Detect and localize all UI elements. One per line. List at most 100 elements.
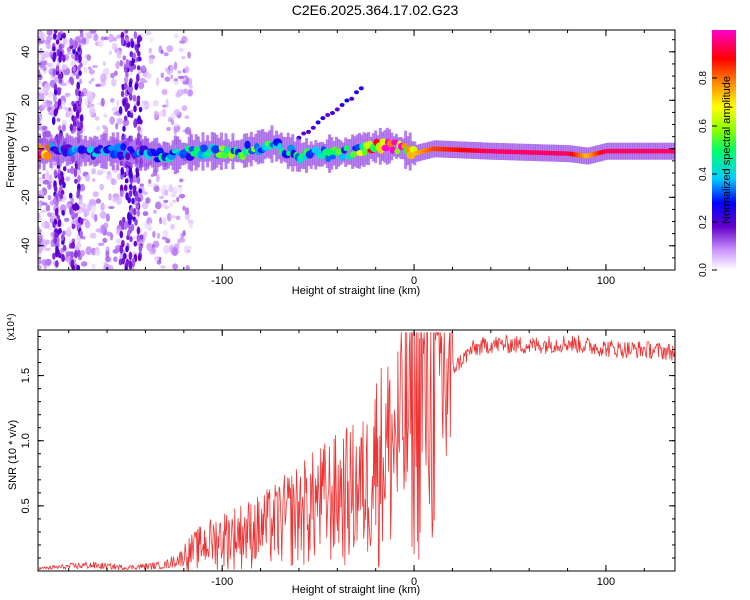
- spectrogram-streak-cell: [125, 192, 129, 201]
- spectrogram-streak-cell: [77, 249, 81, 258]
- spectrogram-streak-cell: [62, 32, 66, 39]
- spectrogram-noise-cell: [114, 70, 118, 76]
- spectrogram-noise-cell: [49, 178, 54, 183]
- spectrogram-streak-cell: [55, 65, 60, 72]
- spectrogram-streak-cell: [60, 234, 65, 241]
- spectrogram-noise-cell: [38, 116, 41, 124]
- spectrogram-noise-cell: [184, 115, 190, 120]
- spectrogram-noise-cell: [38, 73, 43, 81]
- spectrogram-noise-cell: [109, 98, 115, 103]
- spectrogram-streak-cell: [70, 242, 75, 249]
- colorbar-tick-label: 0.8: [698, 71, 709, 85]
- spectrogram-streak-cell: [136, 176, 141, 185]
- spectrogram-noise-cell: [38, 36, 41, 44]
- spectrogram-streak-cell: [54, 101, 58, 109]
- spectrogram-noise-cell: [50, 61, 55, 70]
- spectrogram-noise-cell: [122, 119, 130, 127]
- y-tick-label: 20: [20, 94, 32, 106]
- spectrogram-noise-cell: [92, 64, 98, 69]
- spectrogram-streak-cell: [132, 185, 137, 192]
- spectrogram-noise-cell: [111, 42, 118, 51]
- spectrogram-ridge-cell: [62, 148, 70, 157]
- spectrogram-noise-cell: [100, 202, 105, 211]
- spectrogram-noise-cell: [173, 128, 178, 135]
- spectrogram-noise-cell: [38, 265, 42, 270]
- spectrogram-noise-cell: [45, 170, 49, 177]
- spectrogram-ticks: -100 0 100 -40 -20 0 20 40: [20, 30, 675, 287]
- spectrogram-noise-cell: [172, 199, 177, 203]
- spectrogram-streak-cell: [126, 102, 130, 110]
- spectrogram-ridge-cell: [277, 142, 283, 151]
- spectrogram-noise-cell: [163, 199, 169, 204]
- spectrogram-noise-cell: [38, 258, 42, 265]
- spectrogram-noise-cell: [166, 126, 171, 132]
- spectrogram-noise-cell: [86, 90, 94, 100]
- spectrogram-streak-cell: [124, 265, 128, 270]
- spectrogram-noise-cell: [161, 188, 165, 197]
- spectrogram-streak-cell: [136, 35, 141, 45]
- spectrogram-noise-cell: [76, 241, 82, 250]
- spectrogram-noise-cell: [67, 51, 71, 55]
- spectrogram-noise-cell: [38, 237, 42, 246]
- spectrogram-noise-cell: [108, 205, 115, 210]
- spectrogram-streak-cell: [135, 203, 140, 210]
- spectrogram-streak-cell: [70, 77, 74, 86]
- spectrogram-noise-cell: [164, 76, 171, 82]
- spectrogram-streak-cell: [53, 185, 58, 193]
- spectrogram-ridge-cell: [329, 154, 336, 160]
- spectrogram-noise-cell: [151, 247, 157, 255]
- spectrogram-diagonal-cell: [330, 111, 335, 115]
- spectrogram-noise-cell: [102, 67, 110, 76]
- spectrogram-noise-cell: [88, 68, 95, 75]
- spectrogram-noise-cell: [160, 265, 166, 269]
- spectrogram-ridge-cell: [350, 151, 357, 158]
- spectrogram-streak-cell: [125, 167, 130, 177]
- spectrogram-halo-cell: [120, 136, 124, 166]
- spectrogram-streak-cell: [57, 31, 62, 39]
- spectrogram-diagonal-cell: [358, 86, 364, 91]
- spectrogram-noise-cell: [45, 204, 51, 212]
- spectrogram-streak-cell: [139, 119, 143, 125]
- colorbar-gradient: [712, 30, 736, 270]
- spectrogram-halo-cell: [240, 139, 244, 164]
- spectrogram-noise-cell: [38, 92, 45, 101]
- snr-panel: -100 0 100 0.5 1.0 1.5 Height of straight lin…: [6, 313, 676, 596]
- spectrogram-noise-cell: [156, 232, 161, 239]
- spectrogram-noise-cell: [41, 125, 48, 131]
- spectrogram-streak-cell: [123, 184, 128, 192]
- spectrogram-noise-cell: [138, 81, 145, 90]
- spectrogram-noise-cell: [104, 126, 109, 135]
- spectrogram-diagonal-cell: [349, 96, 355, 101]
- colorbar-label: Normalized spectral amplitude: [721, 76, 733, 224]
- spectrogram-noise-cell: [38, 48, 41, 52]
- spectrogram-streak-cell: [139, 234, 144, 240]
- spectrogram-diagonal-cell: [315, 120, 321, 125]
- spectrogram-streak-cell: [130, 60, 134, 67]
- spectrogram-streak-cell: [77, 174, 81, 183]
- spectrogram-streak-cell: [129, 65, 134, 72]
- spectrogram-noise-cell: [108, 193, 112, 201]
- spectrogram-noise-cell: [60, 204, 67, 213]
- spectrogram-noise-cell: [89, 232, 97, 239]
- spectrogram-noise-cell: [148, 57, 154, 65]
- spectrogram-noise-cell: [137, 71, 141, 75]
- spectrogram-noise-cell: [141, 100, 149, 105]
- colorbar-ticks: 0.0 0.2 0.4 0.6 0.8: [698, 71, 717, 277]
- spectrogram-noise-cell: [174, 33, 179, 39]
- snr-series-line: [38, 332, 675, 571]
- spectrogram-streak-cell: [62, 244, 67, 252]
- spectrogram-streak-cell: [60, 189, 65, 195]
- spectrogram-noise-cell: [66, 168, 72, 174]
- spectrogram-noise-cell: [91, 167, 96, 175]
- spectrogram-diagonal-cell: [334, 107, 340, 112]
- spectrogram-noise-cell: [172, 263, 179, 270]
- spectrogram-noise-cell: [162, 217, 167, 226]
- spectrogram-streak-cell: [53, 33, 57, 40]
- spectrogram-streak-cell: [119, 190, 124, 198]
- spectrogram-noise-cell: [148, 179, 152, 184]
- y-tick-label: -20: [20, 189, 32, 205]
- spectrogram-ridge-cell: [381, 144, 390, 152]
- y-tick-label: 40: [20, 46, 32, 58]
- spectrogram-noise-cell: [85, 174, 91, 182]
- spectrogram-noise-cell: [57, 125, 62, 132]
